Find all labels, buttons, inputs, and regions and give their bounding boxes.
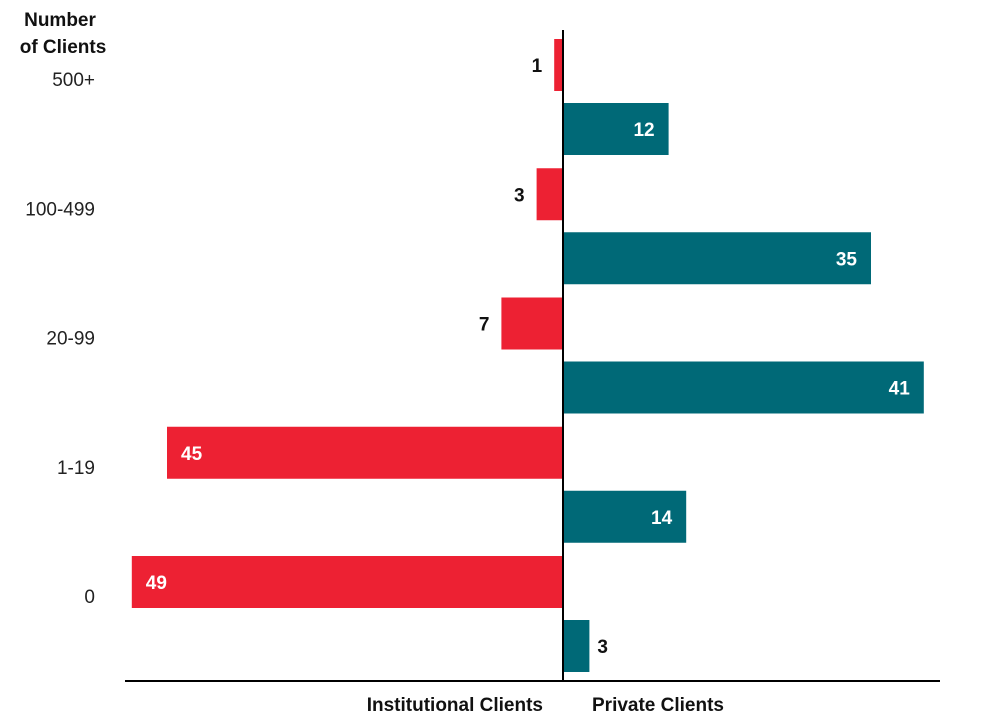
y-axis-title-line-2: of Clients <box>20 37 107 58</box>
y-tick-label: 0 <box>84 587 95 608</box>
private-value-label: 35 <box>836 249 858 270</box>
y-tick-label: 500+ <box>52 70 95 91</box>
institutional-value-label: 49 <box>146 573 167 594</box>
x-label-private: Private Clients <box>592 695 724 716</box>
private-value-label: 12 <box>633 120 654 141</box>
y-tick-labels: 500+ 100-499 20-99 1-19 0 <box>25 70 95 608</box>
y-tick-label: 100-499 <box>25 199 95 220</box>
institutional-bar <box>501 297 563 350</box>
private-bar <box>563 490 687 543</box>
private-value-label: 14 <box>651 508 673 529</box>
y-tick-label: 1-19 <box>57 458 95 479</box>
private-value-label: 3 <box>597 637 608 658</box>
private-value-label: 41 <box>889 379 911 400</box>
institutional-value-label: 3 <box>514 185 525 206</box>
private-bar <box>563 103 669 155</box>
institutional-value-label: 1 <box>532 56 543 77</box>
institutional-value-label: 7 <box>479 315 490 336</box>
institutional-bar <box>167 426 563 479</box>
bars-group: 1 12 3 35 7 41 45 14 49 3 <box>131 39 924 672</box>
y-tick-label: 20-99 <box>46 329 95 350</box>
institutional-bar <box>554 39 563 91</box>
y-axis-title-line-1: Number <box>24 10 96 31</box>
institutional-value-label: 45 <box>181 444 203 465</box>
x-label-institutional: Institutional Clients <box>367 695 543 716</box>
private-bar <box>563 361 924 414</box>
private-bar <box>563 620 590 672</box>
private-bar <box>563 232 871 285</box>
institutional-bar <box>536 168 563 221</box>
institutional-bar <box>131 556 564 608</box>
